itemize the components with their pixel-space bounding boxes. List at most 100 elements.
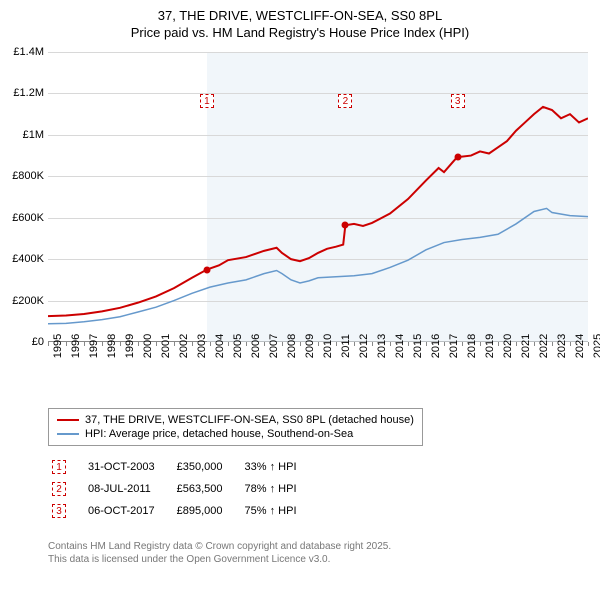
x-tick-mark [570, 342, 571, 346]
x-tick-label: 2016 [430, 334, 442, 358]
x-tick-mark [102, 342, 103, 346]
title-line-2: Price paid vs. HM Land Registry's House … [0, 25, 600, 42]
row-date: 31-OCT-2003 [84, 456, 173, 478]
x-tick-label: 2007 [268, 334, 280, 358]
chart-marker-box: 2 [338, 94, 352, 108]
x-tick-mark [228, 342, 229, 346]
x-tick-label: 2022 [538, 334, 550, 358]
row-price: £563,500 [173, 478, 241, 500]
x-tick-mark [372, 342, 373, 346]
x-tick-mark [138, 342, 139, 346]
x-tick-label: 2025 [592, 334, 600, 358]
x-tick-label: 2019 [484, 334, 496, 358]
chart-marker-box: 1 [200, 94, 214, 108]
x-tick-mark [336, 342, 337, 346]
chart-marker-dot [203, 266, 210, 273]
legend-swatch [57, 419, 79, 421]
x-tick-label: 2024 [574, 334, 586, 358]
x-tick-mark [426, 342, 427, 346]
x-tick-label: 2017 [448, 334, 460, 358]
row-date: 08-JUL-2011 [84, 478, 173, 500]
chart-title: 37, THE DRIVE, WESTCLIFF-ON-SEA, SS0 8PL… [0, 0, 600, 42]
x-tick-mark [552, 342, 553, 346]
row-marker: 2 [48, 478, 84, 500]
x-tick-mark [390, 342, 391, 346]
x-tick-mark [534, 342, 535, 346]
x-tick-mark [354, 342, 355, 346]
row-delta: 78% ↑ HPI [241, 478, 315, 500]
table-row: 306-OCT-2017£895,00075% ↑ HPI [48, 500, 315, 522]
table-body: 131-OCT-2003£350,00033% ↑ HPI208-JUL-201… [48, 456, 315, 522]
x-tick-label: 2014 [394, 334, 406, 358]
row-marker: 1 [48, 456, 84, 478]
chart-area: 123 £0£200K£400K£600K£800K£1M£1.2M£1.4M1… [48, 52, 588, 372]
x-tick-label: 2012 [358, 334, 370, 358]
y-tick-label: £600K [12, 212, 44, 224]
legend-item-hpi: HPI: Average price, detached house, Sout… [57, 427, 414, 441]
x-tick-mark [246, 342, 247, 346]
x-tick-label: 1999 [124, 334, 136, 358]
y-tick-label: £1.4M [13, 46, 44, 58]
x-tick-label: 2000 [142, 334, 154, 358]
x-tick-mark [48, 342, 49, 346]
x-tick-mark [408, 342, 409, 346]
transactions-table: 131-OCT-2003£350,00033% ↑ HPI208-JUL-201… [48, 456, 315, 522]
x-tick-mark [66, 342, 67, 346]
plot-region: 1 2 3 [48, 52, 588, 342]
series-line-hpi [48, 208, 588, 323]
row-delta: 33% ↑ HPI [241, 456, 315, 478]
footer-line-2: This data is licensed under the Open Gov… [48, 553, 391, 566]
x-tick-mark [210, 342, 211, 346]
x-tick-label: 2011 [340, 334, 352, 358]
legend-label: 37, THE DRIVE, WESTCLIFF-ON-SEA, SS0 8PL… [85, 414, 414, 426]
y-tick-label: £0 [32, 336, 44, 348]
line-layer [48, 52, 588, 342]
x-tick-mark [282, 342, 283, 346]
x-tick-label: 1998 [106, 334, 118, 358]
x-tick-label: 2004 [214, 334, 226, 358]
legend-item-price-paid: 37, THE DRIVE, WESTCLIFF-ON-SEA, SS0 8PL… [57, 413, 414, 427]
x-tick-mark [192, 342, 193, 346]
x-tick-label: 1997 [88, 334, 100, 358]
x-tick-mark [444, 342, 445, 346]
x-tick-mark [264, 342, 265, 346]
x-tick-mark [120, 342, 121, 346]
y-tick-label: £1M [23, 129, 44, 141]
attribution-footer: Contains HM Land Registry data © Crown c… [48, 540, 391, 566]
x-tick-label: 2005 [232, 334, 244, 358]
x-tick-label: 2023 [556, 334, 568, 358]
row-price: £895,000 [173, 500, 241, 522]
legend-swatch [57, 433, 79, 435]
chart-container: 37, THE DRIVE, WESTCLIFF-ON-SEA, SS0 8PL… [0, 0, 600, 590]
title-line-1: 37, THE DRIVE, WESTCLIFF-ON-SEA, SS0 8PL [0, 8, 600, 25]
legend: 37, THE DRIVE, WESTCLIFF-ON-SEA, SS0 8PL… [48, 408, 423, 446]
x-tick-label: 2009 [304, 334, 316, 358]
x-tick-mark [462, 342, 463, 346]
x-tick-label: 1996 [70, 334, 82, 358]
x-tick-label: 2008 [286, 334, 298, 358]
legend-label: HPI: Average price, detached house, Sout… [85, 428, 353, 440]
x-tick-label: 2001 [160, 334, 172, 358]
series-line-price_paid [48, 107, 588, 316]
row-price: £350,000 [173, 456, 241, 478]
x-tick-mark [498, 342, 499, 346]
chart-marker-box: 3 [451, 94, 465, 108]
x-tick-mark [174, 342, 175, 346]
row-marker: 3 [48, 500, 84, 522]
x-tick-mark [480, 342, 481, 346]
x-tick-label: 2021 [520, 334, 532, 358]
chart-marker-dot [342, 222, 349, 229]
x-tick-mark [516, 342, 517, 346]
x-tick-label: 2013 [376, 334, 388, 358]
x-tick-mark [588, 342, 589, 346]
y-tick-label: £400K [12, 253, 44, 265]
x-tick-label: 1995 [52, 334, 64, 358]
x-tick-mark [300, 342, 301, 346]
y-tick-label: £200K [12, 295, 44, 307]
x-tick-label: 2015 [412, 334, 424, 358]
y-tick-label: £1.2M [13, 87, 44, 99]
table-row: 208-JUL-2011£563,50078% ↑ HPI [48, 478, 315, 500]
table-row: 131-OCT-2003£350,00033% ↑ HPI [48, 456, 315, 478]
x-tick-label: 2018 [466, 334, 478, 358]
y-tick-label: £800K [12, 170, 44, 182]
